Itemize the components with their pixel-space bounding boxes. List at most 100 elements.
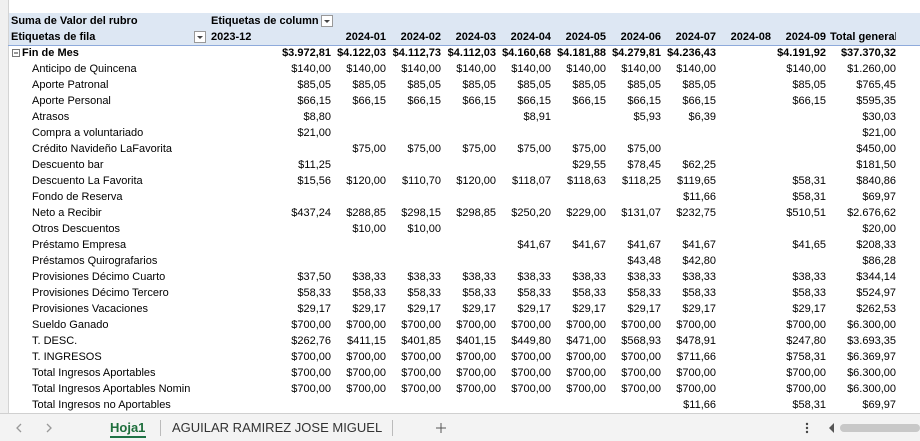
value-label: Suma de Valor del rubro (11, 15, 138, 27)
next-sheet-button[interactable] (44, 423, 54, 433)
cell-value: $700,00 (456, 351, 496, 363)
options-button[interactable] (804, 421, 810, 435)
cell-value: $29,17 (627, 303, 661, 315)
cell-value: $510,51 (786, 207, 826, 219)
cell-value: $58,33 (572, 287, 606, 299)
cell-value: $75,00 (407, 143, 441, 155)
collapse-button[interactable] (12, 49, 20, 57)
cell-value: $11,66 (683, 191, 716, 203)
cell-value: $140,00 (401, 63, 441, 75)
row-label: Provisiones Décimo Cuarto (32, 271, 166, 283)
cell-value: $700,00 (456, 367, 496, 379)
cell-value: $700,00 (676, 367, 716, 379)
group-total: $4.236,43 (667, 47, 716, 59)
cell-value: $75,00 (352, 143, 386, 155)
cell-value: $29,17 (462, 303, 496, 315)
group-total: $3.972,81 (282, 47, 331, 59)
cell-value: $449,80 (511, 335, 551, 347)
row-filter-button[interactable] (194, 31, 206, 43)
cell-value: $75,00 (627, 143, 661, 155)
column-header: 2024-09 (785, 31, 826, 43)
cell-value: $6.300,00 (847, 383, 896, 395)
cell-value: $85,05 (792, 79, 826, 91)
cell-value: $120,00 (346, 175, 386, 187)
cell-value: $262,53 (856, 303, 896, 315)
cell-value: $41,67 (627, 239, 661, 251)
cell-value: $29,17 (572, 303, 606, 315)
cell-value: $42,80 (682, 255, 716, 267)
group-total: $4.160,68 (502, 47, 551, 59)
cell-value: $29,17 (407, 303, 441, 315)
active-tab-underline (110, 436, 146, 438)
cell-value: $700,00 (621, 367, 661, 379)
column-header: 2023-12 (211, 31, 252, 43)
cell-value: $700,00 (291, 383, 331, 395)
cell-value: $700,00 (566, 351, 606, 363)
row-label: Sueldo Ganado (32, 319, 109, 331)
cell-value: $700,00 (401, 383, 441, 395)
group-total: $37.370,32 (840, 47, 896, 59)
cell-value: $140,00 (786, 63, 826, 75)
cell-value: $6.369,97 (847, 351, 896, 363)
cell-value: $58,33 (407, 287, 441, 299)
cell-value: $401,15 (456, 335, 496, 347)
cell-value: $181,50 (856, 159, 896, 171)
cell-value: $119,65 (677, 175, 716, 187)
cell-value: $29,17 (297, 303, 331, 315)
cell-value: $29,55 (572, 159, 606, 171)
cell-value: $66,15 (407, 95, 441, 107)
cell-value: $232,75 (676, 207, 716, 219)
cell-value: $29,17 (352, 303, 386, 315)
cell-value: $15,56 (297, 175, 331, 187)
cell-value: $700,00 (291, 351, 331, 363)
cell-value: $58,31 (792, 175, 826, 187)
tab-separator (160, 420, 161, 436)
row-label: Descuento La Favorita (32, 175, 143, 187)
column-header: 2024-03 (455, 31, 496, 43)
cell-value: $700,00 (786, 319, 826, 331)
cell-value: $110,70 (402, 175, 441, 187)
cell-value: $58,33 (352, 287, 386, 299)
cell-value: $298,15 (401, 207, 441, 219)
cell-value: $58,33 (297, 287, 331, 299)
prev-sheet-button[interactable] (14, 423, 24, 433)
cell-value: $38,33 (627, 271, 661, 283)
group-border (8, 45, 920, 46)
add-sheet-button[interactable] (435, 422, 447, 434)
row-label: Aporte Personal (32, 95, 111, 107)
row-label: Préstamos Quirografarios (32, 255, 158, 267)
cell-value: $75,00 (462, 143, 496, 155)
column-header: 2024-01 (345, 31, 386, 43)
cell-value: $118,63 (567, 175, 606, 187)
cell-value: $711,66 (677, 351, 716, 363)
cell-value: $700,00 (346, 319, 386, 331)
row-label: Provisiones Vacaciones (32, 303, 148, 315)
row-label: Crédito Navideño LaFavorita (32, 143, 173, 155)
cell-value: $120,00 (456, 175, 496, 187)
cell-value: $38,33 (517, 271, 551, 283)
cell-value: $66,15 (682, 95, 716, 107)
column-header: 2024-02 (400, 31, 441, 43)
cell-value: $700,00 (291, 367, 331, 379)
sheet-tab[interactable]: Hoja1 (110, 420, 146, 435)
cell-value: $288,85 (346, 207, 386, 219)
cell-value: $262,76 (291, 335, 331, 347)
group-total: $4.122,03 (337, 47, 386, 59)
cell-value: $86,28 (862, 255, 896, 267)
cell-value: $5,93 (633, 111, 661, 123)
cell-value: $298,85 (456, 207, 496, 219)
sheet-tab[interactable]: AGUILAR RAMIREZ JOSE MIGUEL (172, 420, 383, 435)
column-header: 2024-04 (510, 31, 551, 43)
group-total: $4.112,03 (447, 47, 496, 59)
cell-value: $595,35 (856, 95, 896, 107)
cell-value: $41,67 (572, 239, 606, 251)
cell-value: $700,00 (511, 351, 551, 363)
column-header: 2024-06 (620, 31, 661, 43)
column-filter-button[interactable] (321, 15, 333, 27)
cell-value: $6,39 (688, 111, 716, 123)
cell-value: $568,93 (621, 335, 661, 347)
cell-value: $66,15 (462, 95, 496, 107)
cell-value: $38,33 (352, 271, 386, 283)
horizontal-scrollbar[interactable] (826, 422, 920, 434)
row-label: Préstamo Empresa (32, 239, 127, 251)
